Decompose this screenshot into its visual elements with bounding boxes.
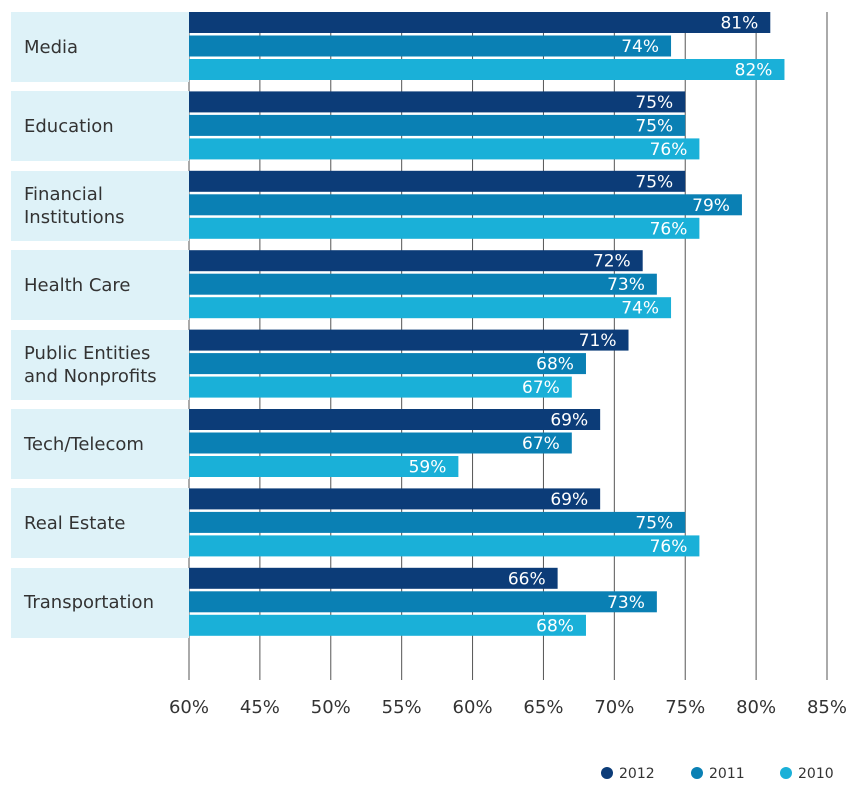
legend-label: 2012	[619, 766, 655, 782]
x-tick-label: 45%	[240, 697, 280, 718]
category-label: Financial Institutions	[11, 170, 189, 241]
bar	[189, 456, 459, 477]
x-tick-label: 80%	[736, 697, 776, 718]
category-label: Real Estate	[11, 488, 189, 559]
bar	[189, 250, 643, 272]
bar	[189, 12, 771, 33]
bar	[189, 35, 672, 57]
data-label: 71%	[579, 331, 617, 351]
bar	[189, 591, 657, 613]
bar	[189, 59, 785, 80]
data-label: 68%	[536, 616, 574, 636]
data-label: 73%	[607, 593, 645, 613]
data-label: 79%	[692, 196, 730, 216]
x-tick-label: 55%	[382, 697, 422, 718]
category-label: Media	[11, 12, 189, 82]
bar	[189, 297, 672, 319]
bar	[189, 353, 586, 375]
x-tick-label: 85%	[807, 697, 847, 718]
bar	[189, 409, 601, 430]
bar	[189, 511, 686, 533]
x-tick-label: 60%	[453, 697, 493, 718]
legend-label: 2011	[709, 766, 745, 782]
data-label: 73%	[607, 275, 645, 295]
data-label: 75%	[635, 172, 673, 192]
legend-label: 2010	[798, 766, 834, 782]
data-label: 76%	[650, 219, 688, 239]
bar	[189, 376, 572, 398]
data-label: 74%	[621, 299, 659, 319]
category-label: Education	[11, 91, 189, 162]
data-label: 82%	[735, 61, 773, 81]
data-label: 76%	[650, 537, 688, 557]
data-label: 81%	[720, 14, 758, 34]
x-tick-label: 75%	[665, 697, 705, 718]
bar	[189, 194, 742, 216]
data-label: 66%	[508, 569, 546, 589]
data-label: 75%	[635, 93, 673, 113]
data-label: 75%	[635, 116, 673, 136]
x-tick-label: 65%	[523, 697, 563, 718]
category-label: Public Entities and Nonprofits	[11, 329, 189, 400]
legend-marker	[601, 767, 613, 779]
legend-marker	[691, 767, 703, 779]
bar	[189, 138, 700, 160]
bar	[189, 91, 686, 113]
bar	[189, 535, 700, 557]
bar	[189, 432, 572, 454]
bar	[189, 114, 686, 136]
data-label: 72%	[593, 252, 631, 272]
data-label: 69%	[550, 490, 588, 510]
data-label: 76%	[650, 140, 688, 160]
x-tick-label: 70%	[594, 697, 634, 718]
category-label: Health Care	[11, 250, 189, 321]
data-label: 59%	[409, 458, 447, 478]
category-label: Tech/Telecom	[11, 409, 189, 479]
data-label: 75%	[635, 513, 673, 533]
bar	[189, 567, 558, 589]
legend-marker	[780, 767, 792, 779]
data-label: 69%	[550, 411, 588, 431]
category-label: Transportation	[11, 567, 189, 638]
data-label: 68%	[536, 355, 574, 375]
bar	[189, 217, 700, 239]
x-tick-label: 50%	[311, 697, 351, 718]
bar	[189, 614, 586, 636]
data-label: 74%	[621, 37, 659, 57]
x-tick-label: 60%	[169, 697, 209, 718]
data-label: 67%	[522, 434, 560, 454]
bar	[189, 273, 657, 295]
bar	[189, 170, 686, 192]
bar	[189, 488, 601, 510]
data-label: 67%	[522, 378, 560, 398]
bar	[189, 329, 629, 351]
